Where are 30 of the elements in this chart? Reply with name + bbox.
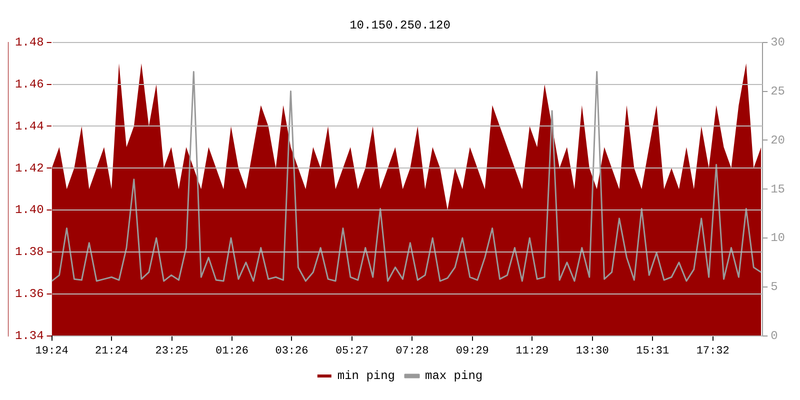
x-tick-label: 13:30 bbox=[576, 345, 609, 358]
y-tick-label: 1.36 bbox=[14, 287, 44, 302]
x-tick-label: 15:31 bbox=[636, 345, 670, 358]
y2-tick-label: 20 bbox=[770, 133, 786, 148]
y-tick-label: 1.38 bbox=[14, 245, 44, 260]
x-tick-label: 09:29 bbox=[456, 345, 489, 358]
x-tick-label: 17:32 bbox=[696, 345, 730, 358]
x-tick-label: 03:26 bbox=[275, 345, 308, 358]
y-tick-label: 1.34 bbox=[14, 328, 44, 343]
legend-label: min ping bbox=[337, 369, 395, 384]
chart-title: 10.150.250.120 bbox=[350, 18, 450, 32]
x-tick-label: 01:26 bbox=[215, 345, 248, 358]
x-tick-label: 05:27 bbox=[335, 345, 368, 358]
y2-tick-label: 15 bbox=[770, 182, 786, 196]
x-tick-label: 23:25 bbox=[155, 345, 188, 358]
x-tick-label: 07:28 bbox=[396, 345, 429, 358]
y2-tick-label: 30 bbox=[770, 36, 786, 50]
y-tick-label: 1.40 bbox=[14, 203, 44, 218]
x-tick-label: 11:29 bbox=[516, 345, 549, 358]
y-tick-label: 1.42 bbox=[14, 161, 44, 176]
y2-tick-label: 10 bbox=[770, 231, 786, 246]
y-tick-label: 1.44 bbox=[14, 119, 44, 134]
x-tick-label: 21:24 bbox=[95, 345, 128, 358]
y2-tick-label: 25 bbox=[770, 84, 786, 98]
y-tick-label: 1.48 bbox=[14, 36, 44, 50]
x-tick-label: 19:24 bbox=[35, 345, 69, 358]
y2-tick-label: 0 bbox=[770, 328, 778, 343]
y2-tick-label: 5 bbox=[770, 280, 778, 294]
y-tick-label: 1.46 bbox=[14, 77, 44, 92]
legend-label: max ping bbox=[425, 369, 483, 384]
